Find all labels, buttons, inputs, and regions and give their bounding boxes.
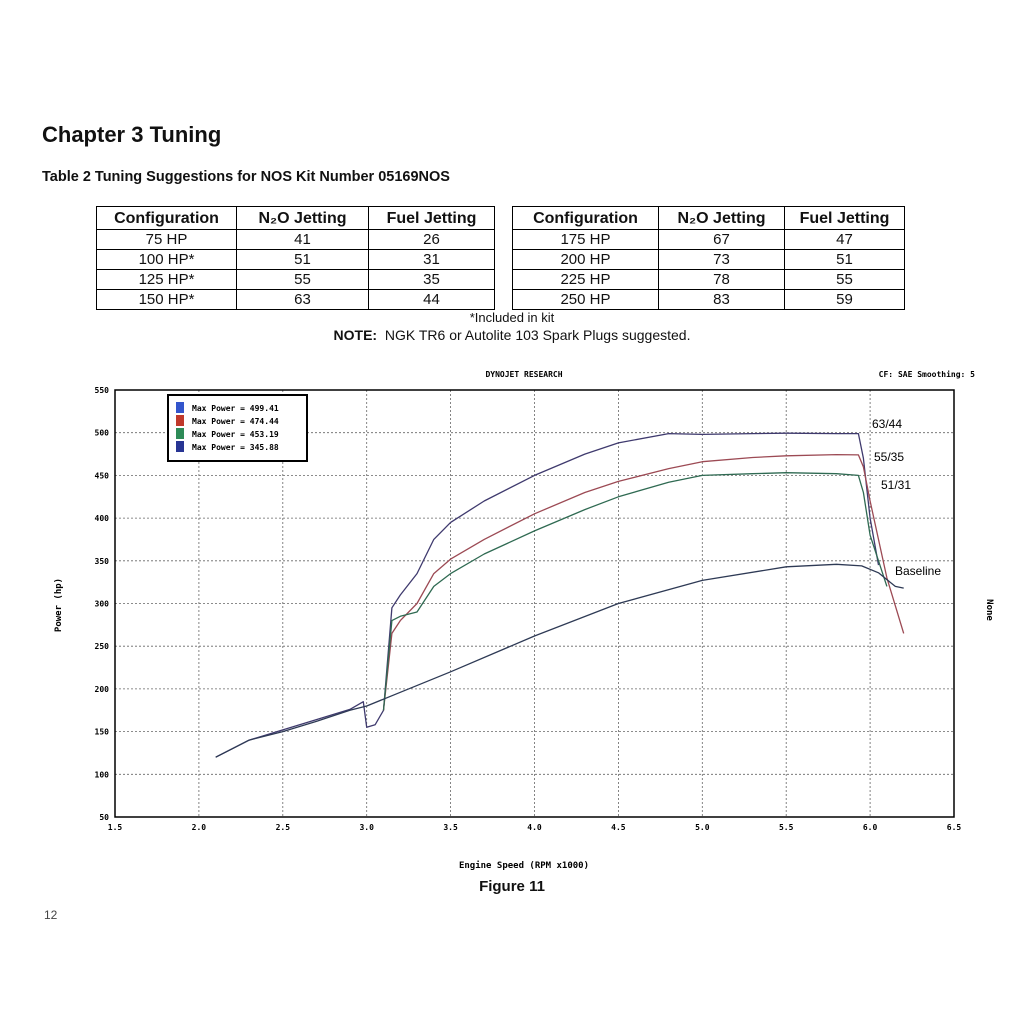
x-tick-label: 6.5 bbox=[947, 823, 962, 832]
table-cell: 150 HP* bbox=[96, 289, 237, 310]
chapter-title: Chapter 3 Tuning bbox=[42, 122, 222, 147]
table-cell: 26 bbox=[368, 229, 495, 250]
table-cell: 35 bbox=[368, 269, 495, 290]
table-row: 150 HP* 63 44 250 HP 83 59 bbox=[96, 289, 905, 310]
table-cell: 67 bbox=[658, 229, 785, 250]
plot-frame bbox=[114, 389, 955, 818]
table-header: Fuel Jetting bbox=[368, 206, 495, 230]
table-gap bbox=[494, 289, 513, 310]
legend-box bbox=[167, 394, 308, 462]
series-label-63-44: 63/44 bbox=[872, 417, 902, 431]
dyno-chart: 1.5 2.0 2.5 3.0 3.5 4.0 4.5 5.0 5.5 6.0 6.5 50 100 15… bbox=[54, 369, 994, 870]
spark-plug-note: NOTE: NGK TR6 or Autolite 103 Spark Plug… bbox=[0, 327, 1024, 343]
legend-entry: Max Power = 453.19 bbox=[192, 430, 279, 439]
legend-entry: Max Power = 474.44 bbox=[192, 417, 279, 426]
x-axis-label: Engine Speed (RPM x1000) bbox=[459, 860, 589, 870]
table-row: 100 HP* 51 31 200 HP 73 51 bbox=[96, 249, 905, 270]
series-line-55-35 bbox=[382, 453, 905, 711]
table-cell: 73 bbox=[658, 249, 785, 270]
x-tick-label: 6.0 bbox=[863, 823, 878, 832]
legend-entry: Max Power = 345.88 bbox=[192, 443, 279, 452]
right-axis-label: None bbox=[984, 599, 994, 621]
y-tick-label: 100 bbox=[95, 770, 110, 779]
y-tick-label: 500 bbox=[95, 429, 110, 438]
table-cell: 51 bbox=[784, 249, 905, 270]
table-cell: 250 HP bbox=[512, 289, 659, 310]
legend-swatch-blue bbox=[176, 402, 184, 413]
x-tick-label: 2.5 bbox=[276, 823, 291, 832]
table-cell: 44 bbox=[368, 289, 495, 310]
table-header: Fuel Jetting bbox=[784, 206, 905, 230]
chart-legend: Max Power = 499.41 Max Power = 474.44 Ma… bbox=[167, 394, 308, 462]
table-cell: 63 bbox=[236, 289, 369, 310]
x-tick-label: 3.0 bbox=[359, 823, 374, 832]
x-tick-label: 5.0 bbox=[695, 823, 710, 832]
table-cell: 175 HP bbox=[512, 229, 659, 250]
table-cell: 125 HP* bbox=[96, 269, 237, 290]
table-cell: 59 bbox=[784, 289, 905, 310]
table-header: Configuration bbox=[96, 206, 237, 230]
series-label-51-31: 51/31 bbox=[881, 478, 911, 492]
legend-swatch-green bbox=[176, 428, 184, 439]
table-cell: 100 HP* bbox=[96, 249, 237, 270]
y-tick-label: 300 bbox=[95, 600, 110, 609]
legend-swatch-navy bbox=[176, 441, 184, 452]
y-tick-label: 450 bbox=[95, 471, 110, 480]
y-tick-label: 50 bbox=[99, 813, 109, 822]
series-line-baseline bbox=[215, 563, 904, 758]
y-tick-label: 250 bbox=[95, 642, 110, 651]
y-tick-label: 400 bbox=[95, 514, 110, 523]
table-cell: 75 HP bbox=[96, 229, 237, 250]
table-cell: 78 bbox=[658, 269, 785, 290]
legend-swatch-red bbox=[176, 415, 184, 426]
chart-series bbox=[215, 432, 905, 758]
chart-header-right: CF: SAE Smoothing: 5 bbox=[879, 369, 976, 379]
table-gap bbox=[494, 249, 513, 270]
legend-entry: Max Power = 499.41 bbox=[192, 404, 279, 413]
table-cell: 225 HP bbox=[512, 269, 659, 290]
chart-header-title: DYNOJET RESEARCH bbox=[485, 370, 562, 379]
y-tick-label: 350 bbox=[95, 557, 110, 566]
series-label-55-35: 55/35 bbox=[874, 450, 904, 464]
table-row: 125 HP* 55 35 225 HP 78 55 bbox=[96, 269, 905, 290]
table-header-row: Configuration N₂O Jetting Fuel Jetting C… bbox=[96, 206, 905, 230]
table-footnote: *Included in kit bbox=[469, 310, 555, 325]
table-cell: 51 bbox=[236, 249, 369, 270]
tuning-table: Configuration N₂O Jetting Fuel Jetting C… bbox=[96, 206, 905, 310]
x-tick-label: 2.0 bbox=[192, 823, 207, 832]
table-row: 75 HP 41 26 175 HP 67 47 bbox=[96, 229, 905, 250]
table-cell: 31 bbox=[368, 249, 495, 270]
note-text: NGK TR6 or Autolite 103 Spark Plugs sugg… bbox=[384, 327, 691, 343]
page-number: 12 bbox=[44, 908, 58, 922]
table-cell: 200 HP bbox=[512, 249, 659, 270]
y-axis-label: Power (hp) bbox=[54, 578, 64, 632]
x-tick-label: 4.0 bbox=[527, 823, 542, 832]
figure-caption: Figure 11 bbox=[479, 878, 545, 895]
x-tick-label: 1.5 bbox=[108, 823, 123, 832]
table-header: N₂O Jetting bbox=[658, 206, 785, 230]
series-label-baseline: Baseline bbox=[895, 564, 941, 578]
series-line-63-44 bbox=[215, 432, 880, 758]
tick-labels: 1.5 2.0 2.5 3.0 3.5 4.0 4.5 5.0 5.5 6.0 6.5 50 100 15… bbox=[95, 386, 962, 832]
table-gap bbox=[494, 229, 513, 250]
table-cell: 47 bbox=[784, 229, 905, 250]
table-header: Configuration bbox=[512, 206, 659, 230]
table-header: N₂O Jetting bbox=[236, 206, 369, 230]
series-line-51-31 bbox=[382, 472, 888, 711]
table-gap bbox=[494, 269, 513, 290]
table-cell: 55 bbox=[784, 269, 905, 290]
table-cell: 41 bbox=[236, 229, 369, 250]
y-tick-label: 200 bbox=[95, 685, 110, 694]
table-cell: 55 bbox=[236, 269, 369, 290]
x-tick-label: 4.5 bbox=[611, 823, 626, 832]
x-tick-label: 5.5 bbox=[779, 823, 794, 832]
y-tick-label: 150 bbox=[95, 728, 110, 737]
x-tick-label: 3.5 bbox=[443, 823, 458, 832]
note-label: NOTE: bbox=[333, 327, 378, 343]
table-cell: 83 bbox=[658, 289, 785, 310]
table-caption: Table 2 Tuning Suggestions for NOS Kit N… bbox=[42, 169, 450, 185]
table-gap bbox=[494, 206, 513, 230]
y-tick-label: 550 bbox=[95, 386, 110, 395]
